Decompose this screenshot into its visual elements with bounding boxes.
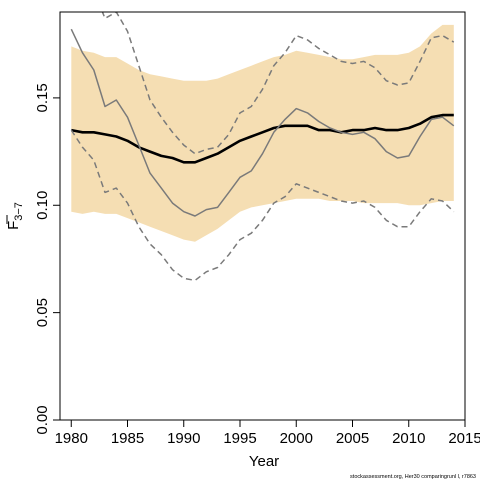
series-line-3	[101, 12, 455, 155]
y-axis-title: F3−7	[5, 202, 25, 230]
y-tick-label-0.00: 0.00	[34, 405, 51, 434]
x-tick-label-2010: 2010	[392, 430, 425, 447]
series-line-1	[71, 113, 454, 164]
plot-frame	[59, 11, 466, 421]
x-tick-label-2000: 2000	[280, 430, 313, 447]
x-tick-label-1995: 1995	[223, 430, 256, 447]
x-tick-label-1980: 1980	[55, 430, 88, 447]
y-axis-title-main: F	[5, 221, 22, 230]
x-tick-label-2005: 2005	[336, 430, 369, 447]
y-tick-label-0.05: 0.05	[34, 298, 51, 327]
x-tick-label-2015: 2015	[448, 430, 480, 447]
y-tick-label-0.15: 0.15	[34, 83, 51, 112]
x-tick-label-1990: 1990	[167, 430, 200, 447]
y-axis-title-subscript: 3−7	[13, 202, 25, 221]
series-line-2	[70, 28, 455, 217]
axes: 1980 1985 1990 1995 2000 2005 2010 2015 0.00 0.05…	[34, 83, 480, 447]
footnote: stockassessment.org, Her30 comparingrunl…	[350, 474, 476, 480]
svg-text:F3−7: F3−7	[5, 202, 25, 230]
series-lines-layer	[70, 12, 455, 282]
x-tick-label-1985: 1985	[111, 430, 144, 447]
y-tick-label-0.10: 0.10	[34, 191, 51, 220]
series-line-4	[70, 129, 455, 282]
x-axis-title: Year	[249, 453, 279, 470]
